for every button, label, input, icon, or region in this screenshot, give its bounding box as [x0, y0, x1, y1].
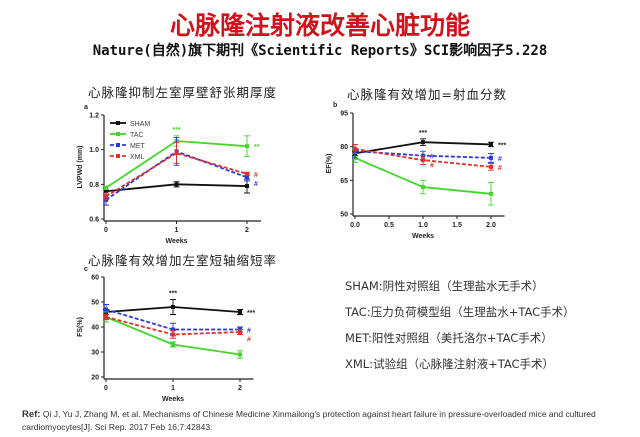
chart-a-point-xml	[245, 171, 249, 176]
chart-b-xtick-label: 0.0	[350, 222, 360, 229]
chart-a-xtick-label: 1	[175, 227, 179, 234]
chart-c-annotation: #	[247, 337, 251, 344]
chart-a-legend-marker-sham	[116, 121, 120, 125]
chart-a-annotation: **	[254, 144, 260, 151]
chart-a-legend-marker-xml	[116, 154, 120, 158]
chart-a-xtick-label: 0	[104, 227, 108, 234]
chart-c-xlabel: Weeks	[162, 396, 184, 403]
chart-a-legend-marker-met	[116, 143, 120, 147]
chart-a-title: 心脉隆抑制左室厚壁舒张期厚度	[88, 85, 278, 100]
group-desc-sham: SHAM:阴性对照组（生理盐水无手术）	[345, 279, 544, 293]
chart-a-ytick-label: 0.6	[89, 217, 99, 224]
chart-b-point-met	[489, 155, 493, 160]
chart-c-annotation: ***	[247, 310, 255, 317]
chart-b-point-tac	[421, 185, 425, 190]
group-desc-xml: XML:试验组（心脉隆注射液+TAC手术）	[345, 357, 555, 371]
chart-c-annotation: #	[247, 328, 251, 335]
reference-label: Ref:	[22, 409, 41, 420]
chart-c-ytick-label: 60	[91, 275, 99, 282]
chart-a-annotation: #	[254, 181, 258, 188]
chart-a-ytick-label: 1.2	[89, 113, 99, 120]
chart-c-title: 心脉隆有效增加左室短轴缩短率	[88, 253, 278, 268]
chart-a-point-xml	[174, 151, 179, 156]
chart-a-ytick-label: 1.0	[89, 147, 99, 154]
chart-a-legend-label-tac: TAC	[130, 132, 143, 139]
chart-c-panel-label: c	[84, 266, 88, 273]
chart-a-point-tac	[104, 185, 108, 190]
chart-c-point-met	[104, 307, 108, 312]
chart-c-ytick-label: 20	[91, 375, 99, 382]
slide-title: 心脉隆注射液改善心脏功能	[169, 11, 470, 40]
chart-b-xtick-label: 2.0	[486, 222, 496, 229]
reference: Ref: Qi J, Yu J, Zhang M, et al. Mechani…	[22, 408, 632, 433]
chart-b-annotation: #	[498, 156, 502, 163]
chart-a-point-xml	[104, 194, 108, 199]
chart-c-point-met	[171, 327, 175, 332]
chart-b-ytick-label: 50	[340, 212, 348, 219]
chart-c-point-tac	[171, 342, 175, 347]
chart-a-ytick-label: 0.8	[89, 182, 99, 189]
chart-a-point-tac	[245, 144, 249, 149]
slide-subtitle: Nature(自然)旗下期刊《Scientific Reports》SCI影响因…	[92, 43, 548, 59]
chart-b-point-xml	[421, 158, 425, 163]
chart-c-point-xml	[238, 330, 242, 334]
group-desc-met: MET:阳性对照组（美托洛尔+TAC手术）	[345, 331, 553, 345]
chart-a-point-sham	[174, 182, 179, 187]
chart-b-annotation: #	[430, 154, 434, 161]
chart-b-point-sham	[421, 140, 425, 145]
chart-b-xtick-label: 1.5	[452, 222, 462, 229]
chart-b-xlabel: Weeks	[412, 233, 434, 240]
group-desc-tac: TAC:压力负荷模型组（生理盐水+TAC手术）	[345, 305, 575, 319]
chart-a-line-xml	[105, 152, 248, 198]
chart-a-point-met	[245, 175, 249, 180]
chart-a-ylabel: LVPWd (mm)	[77, 145, 84, 188]
chart-a-annotation: #	[254, 172, 258, 179]
chart-a-point-sham	[104, 189, 108, 194]
chart-c-xtick-label: 1	[171, 385, 175, 392]
chart-a-legend-label-sham: SHAM	[130, 121, 150, 128]
chart-b-annotation: #	[498, 165, 502, 172]
chart-a-xlabel: Weeks	[165, 238, 187, 245]
chart-b-point-sham	[489, 142, 493, 147]
chart-b-xtick-label: 1.0	[418, 222, 428, 229]
chart-c-point-sham	[171, 305, 175, 309]
chart-c-point-sham	[238, 310, 242, 314]
chart-c-annotation: ***	[169, 291, 177, 298]
chart-b-annotation: ***	[498, 142, 506, 149]
chart-b-panel-label: b	[333, 102, 337, 109]
chart-b-annotation: ***	[419, 130, 427, 137]
reference-text: Qi J, Yu J, Zhang M, et al. Mechanisms o…	[22, 409, 596, 432]
chart-c-ytick-label: 30	[91, 350, 99, 357]
chart-a-legend-marker-tac	[116, 132, 120, 136]
chart-c-point-xml	[104, 315, 108, 319]
chart-c-point-xml	[171, 332, 175, 337]
chart-b-point-xml	[489, 164, 493, 169]
chart-b-point-tac	[489, 191, 493, 196]
chart-a-xtick-label: 2	[245, 227, 249, 234]
chart-c-ylabel: FS(%)	[77, 317, 84, 337]
chart-b-ylabel: EF(%)	[326, 154, 333, 174]
chart-b-ytick-label: 65	[340, 178, 348, 185]
chart-a-annotation: ***	[172, 127, 180, 134]
chart-c-point-tac	[238, 352, 242, 357]
chart-a-legend-label-met: MET	[130, 143, 146, 150]
chart-b-title: 心脉隆有效增加=射血分数	[347, 87, 507, 102]
chart-c-xtick-label: 2	[238, 385, 242, 392]
chart-a-legend-label-xml: XML	[130, 154, 145, 161]
chart-b-ytick-label: 80	[340, 144, 348, 151]
chart-c-xtick-label: 0	[104, 385, 108, 392]
chart-a-panel-label: a	[84, 104, 88, 111]
chart-b-point-xml	[353, 146, 357, 151]
chart-c-ytick-label: 40	[91, 325, 99, 332]
chart-c-ytick-label: 50	[91, 300, 99, 307]
chart-b-annotation: #	[430, 163, 434, 170]
chart-a-point-sham	[245, 184, 249, 189]
chart-b-ytick-label: 95	[340, 111, 348, 118]
chart-b-xtick-label: 0.5	[384, 222, 394, 229]
